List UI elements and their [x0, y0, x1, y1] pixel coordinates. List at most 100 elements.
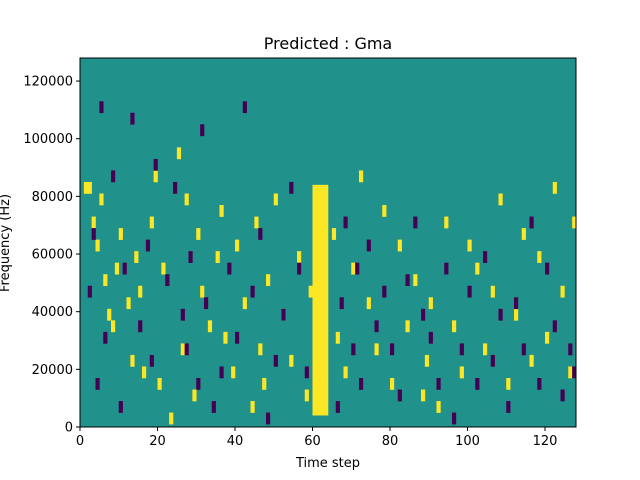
heatmap-cell-high — [176, 147, 182, 160]
y-axis: 0 20000 40000 60000 80000 100000 120000 — [23, 75, 80, 436]
heatmap-cell-low — [103, 331, 108, 344]
heatmap-cell-low — [343, 216, 348, 229]
heatmap-cell-low — [560, 389, 565, 402]
heatmap-cell-low — [428, 331, 433, 344]
heatmap-cell-high — [529, 354, 534, 367]
heatmap-cell-high — [424, 354, 430, 367]
heatmap-cell-low — [297, 262, 302, 275]
x-tick-label: 120 — [533, 434, 558, 449]
heatmap-cell-high — [444, 216, 449, 229]
heatmap-cell-high — [95, 239, 100, 252]
heatmap-cell-high — [459, 366, 464, 379]
heatmap-cell-high — [405, 320, 410, 333]
heatmap-cell-high — [149, 216, 154, 229]
heatmap-cell-high — [107, 308, 112, 321]
heatmap-cell-low — [153, 158, 158, 171]
heatmap-cell-high — [118, 228, 123, 240]
y-axis-label: Frequency (Hz) — [0, 194, 13, 292]
heatmap-cell-high — [266, 274, 271, 287]
chart-title: Predicted : Gma — [264, 34, 392, 53]
heatmap-cell-low — [521, 343, 526, 356]
heatmap-cell-low — [359, 377, 364, 390]
heatmap-cell-low — [219, 366, 224, 379]
heatmap-cells — [83, 101, 577, 425]
heatmap-cell-high — [308, 285, 313, 298]
heatmap-cell-low — [149, 354, 154, 367]
heatmap-cell-high — [83, 181, 89, 194]
x-tick-label: 0 — [76, 434, 84, 449]
heatmap-cell-low — [568, 343, 573, 356]
heatmap-cell-high — [436, 401, 441, 413]
heatmap-band-high — [312, 184, 317, 416]
heatmap-cell-low — [130, 112, 135, 125]
heatmap-cell-low — [273, 354, 278, 367]
heatmap-cell-high — [184, 193, 189, 206]
heatmap-cell-high — [359, 170, 364, 183]
heatmap-cell-low — [250, 285, 255, 298]
heatmap-cell-high — [235, 239, 240, 252]
heatmap-cell-high — [103, 274, 108, 287]
y-tick-label: 60000 — [32, 248, 73, 263]
heatmap-cell-low — [211, 401, 216, 413]
heatmap-cell-low — [180, 308, 185, 321]
x-axis-label: Time step — [295, 456, 360, 471]
heatmap-cell-high — [223, 331, 228, 344]
plot-frame — [79, 57, 577, 428]
heatmap-cell-low — [436, 377, 441, 390]
heatmap-cell-high — [215, 251, 220, 263]
heatmap-cell-low — [390, 343, 395, 356]
heatmap-cell-low — [242, 101, 247, 114]
heatmap-cell-low — [529, 216, 534, 229]
y-tick-label: 0 — [65, 421, 73, 436]
heatmap-cell-low — [200, 124, 205, 137]
heatmap-cell-high — [351, 262, 356, 275]
heatmap-cell-low — [382, 285, 387, 298]
heatmap-cell-low — [405, 274, 410, 287]
heatmap-cell-low — [490, 354, 495, 367]
heatmap-cell-low — [266, 412, 271, 425]
heatmap-cell-high — [343, 366, 348, 379]
x-tick-label: 80 — [382, 434, 399, 449]
heatmap-cell-low — [444, 262, 449, 275]
heatmap-cell-high — [157, 377, 162, 390]
heatmap-cell-high — [428, 297, 433, 310]
heatmap-cell-high — [490, 285, 495, 298]
heatmap-cell-high — [483, 343, 488, 356]
heatmap-cell-low — [227, 262, 232, 275]
heatmap-cell-low — [335, 401, 340, 413]
heatmap-cell-high — [514, 308, 519, 321]
heatmap-cell-high — [498, 193, 503, 206]
heatmap-cell-high — [366, 297, 371, 310]
heatmap-cell-low — [289, 181, 294, 194]
heatmap-cell-low — [506, 401, 511, 413]
heatmap-cell-high — [142, 366, 147, 379]
heatmap-cell-low — [111, 170, 116, 183]
heatmap-cell-high — [467, 239, 472, 252]
heatmap-cell-high — [262, 377, 267, 390]
plot-area — [79, 57, 577, 428]
heatmap-cell-low — [165, 274, 170, 287]
heatmap-cell-low — [87, 285, 92, 298]
heatmap-cell-high — [254, 216, 259, 229]
heatmap-cell-high — [413, 274, 418, 287]
heatmap-cell-high — [126, 297, 131, 310]
heatmap-cell-high — [91, 216, 96, 229]
heatmap-cell-low — [95, 377, 100, 390]
heatmap-cell-low — [99, 101, 104, 114]
heatmap-cell-low — [304, 366, 309, 379]
heatmap-cell-high — [537, 251, 542, 263]
heatmap-cell-low — [196, 377, 201, 390]
heatmap-cell-low — [397, 389, 402, 402]
x-tick-label: 40 — [227, 434, 244, 449]
heatmap-cell-high — [304, 389, 309, 402]
heatmap-cell-high — [196, 228, 201, 240]
heatmap-cell-low — [459, 343, 464, 356]
heatmap-cell-low — [118, 401, 123, 413]
heatmap-cell-low — [91, 228, 96, 240]
heatmap-cell-high — [560, 285, 565, 298]
heatmap-cell-high — [231, 366, 236, 379]
heatmap-cell-low — [355, 262, 360, 275]
heatmap-cell-low — [552, 320, 557, 333]
heatmap-cell-high — [506, 377, 511, 390]
heatmap-cell-high — [134, 251, 139, 263]
